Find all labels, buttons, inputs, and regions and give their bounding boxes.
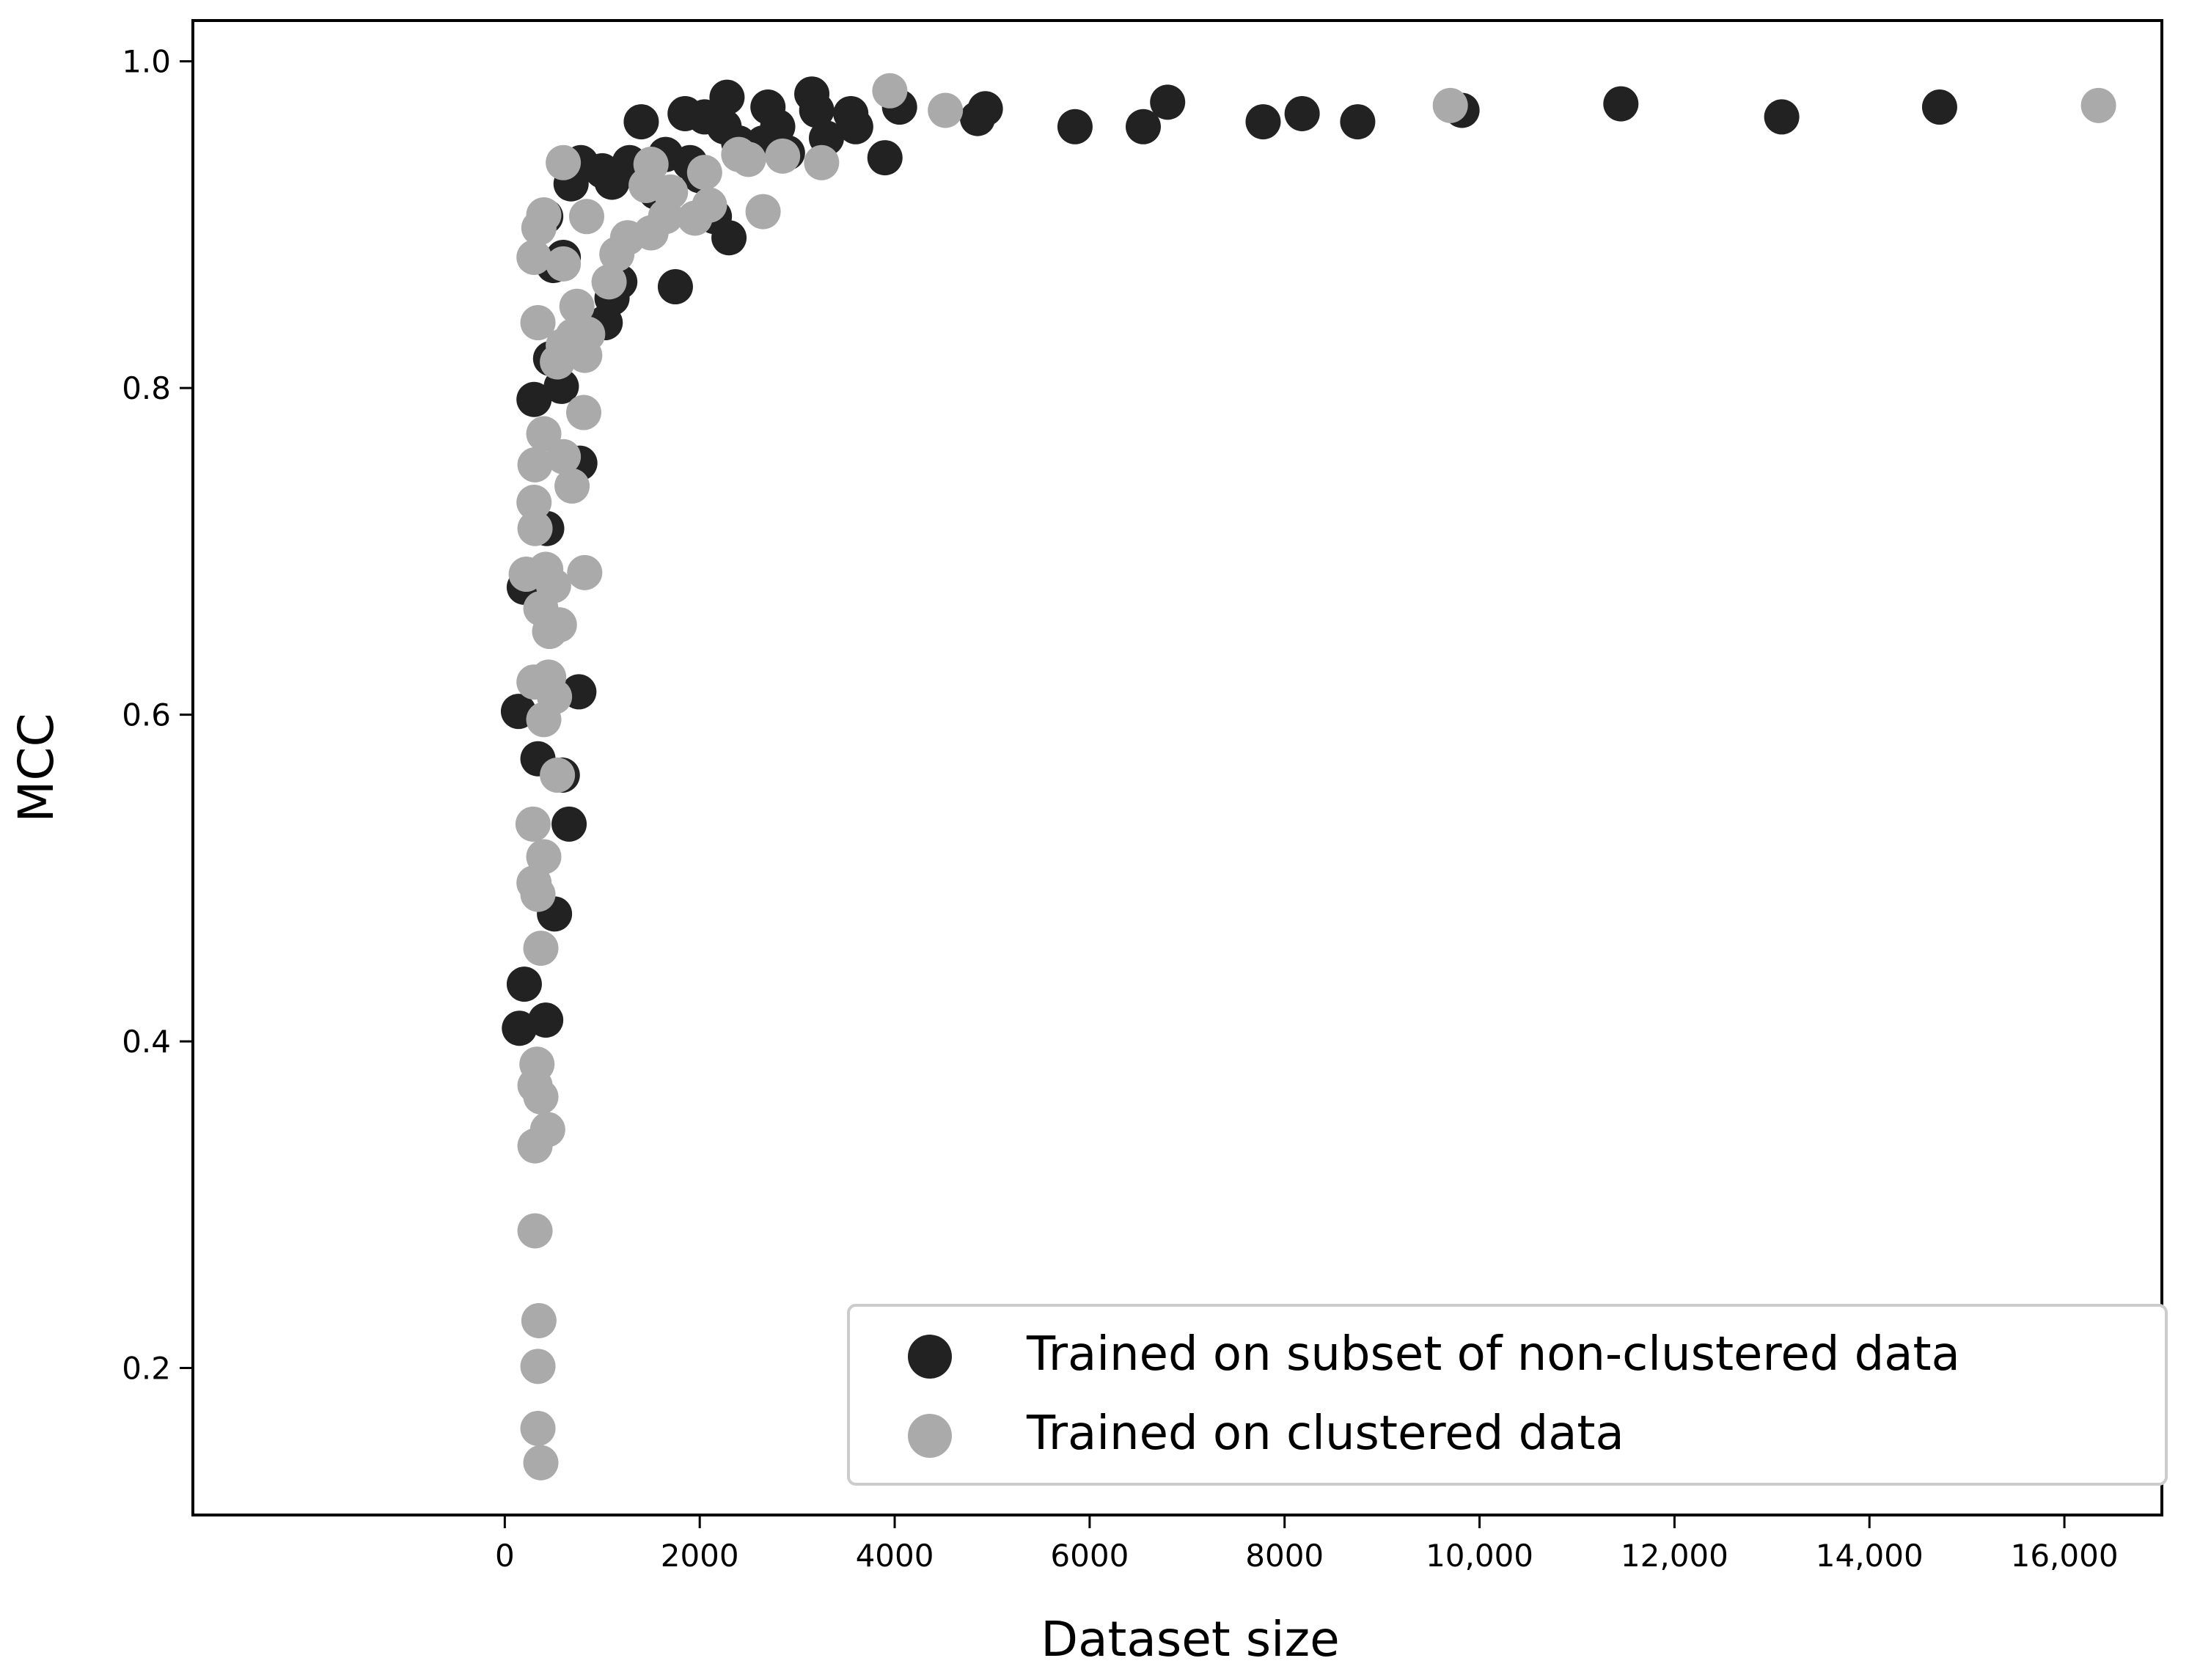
data-point: [1245, 104, 1281, 140]
data-point: [1125, 109, 1161, 144]
legend-marker-clustered: [908, 1414, 952, 1458]
data-point: [559, 288, 595, 324]
legend: Trained on subset of non-clustered data …: [847, 1304, 2168, 1486]
data-point: [520, 1349, 556, 1384]
legend-label-non-clustered: Trained on subset of non-clustered data: [1026, 1327, 1960, 1382]
data-point: [551, 806, 587, 842]
data-point: [546, 439, 582, 474]
y-axis-label: MCC: [8, 713, 65, 822]
y-tick-label: 0.6: [122, 697, 171, 733]
data-point: [623, 104, 659, 140]
data-point: [799, 92, 835, 128]
x-axis-label: Dataset size: [1041, 1611, 1339, 1668]
data-point: [528, 551, 564, 587]
data-point: [506, 966, 542, 1002]
x-tick-label: 10,000: [1426, 1538, 1533, 1574]
data-point: [1057, 109, 1093, 144]
data-point: [804, 144, 840, 180]
data-point: [519, 1046, 555, 1082]
data-point: [554, 468, 590, 504]
data-point: [1921, 89, 1957, 125]
data-point: [711, 220, 747, 256]
data-point: [520, 305, 556, 341]
data-point: [765, 138, 801, 174]
data-point: [633, 147, 669, 183]
data-point: [516, 664, 552, 700]
data-point: [567, 554, 603, 590]
data-point: [1150, 84, 1186, 120]
data-point: [528, 1002, 564, 1038]
data-point: [837, 109, 873, 144]
data-point: [928, 92, 964, 128]
data-point: [591, 264, 627, 300]
data-point: [523, 1445, 559, 1481]
data-point: [1432, 87, 1468, 123]
y-axis-ticks: 0.2 0.4 0.6 0.8 1.0: [122, 44, 193, 1387]
series-1: [508, 73, 2116, 1481]
data-point: [517, 447, 553, 483]
x-tick-label: 6000: [1050, 1538, 1129, 1574]
x-tick-label: 0: [495, 1538, 515, 1574]
plot-frame: [191, 19, 2163, 1516]
data-point: [745, 194, 781, 230]
data-point: [517, 510, 553, 546]
y-tick-label: 0.2: [122, 1351, 171, 1387]
data-point: [2080, 87, 2116, 123]
data-point: [1603, 86, 1639, 122]
data-points: [500, 73, 2116, 1481]
data-point: [521, 1302, 557, 1338]
x-tick-label: 16,000: [2011, 1538, 2119, 1574]
data-point: [526, 416, 562, 452]
x-tick-label: 8000: [1245, 1538, 1324, 1574]
y-tick-label: 0.8: [122, 370, 171, 406]
data-point: [523, 931, 559, 966]
legend-marker-non-clustered: [908, 1335, 952, 1379]
data-point: [546, 246, 582, 282]
data-point: [516, 485, 552, 521]
data-point: [529, 1112, 565, 1148]
data-point: [686, 155, 722, 191]
data-point: [692, 187, 727, 223]
data-point: [967, 91, 1003, 127]
data-point: [1764, 99, 1800, 135]
y-tick-label: 1.0: [122, 44, 171, 80]
data-point: [569, 199, 604, 235]
x-tick-label: 2000: [661, 1538, 739, 1574]
data-point: [570, 316, 606, 352]
data-point: [516, 239, 552, 275]
legend-label-clustered: Trained on clustered data: [1026, 1406, 1624, 1461]
series-0: [500, 76, 1957, 1046]
data-point: [657, 269, 693, 305]
y-tick-label: 0.4: [122, 1024, 171, 1060]
data-point: [520, 1410, 556, 1446]
data-point: [566, 395, 602, 430]
data-point: [709, 79, 745, 115]
data-point: [872, 73, 908, 109]
data-point: [515, 806, 551, 842]
data-point: [867, 140, 903, 176]
data-point: [1284, 95, 1320, 131]
x-axis-ticks: 0 2000 4000 6000 8000 10,000 12,000 14,000 16,00…: [495, 1515, 2119, 1574]
x-tick-label: 14,000: [1816, 1538, 1924, 1574]
data-point: [540, 758, 576, 793]
data-point: [526, 197, 562, 233]
x-tick-label: 4000: [856, 1538, 934, 1574]
data-point: [1340, 104, 1376, 140]
data-point: [516, 381, 552, 417]
data-point: [517, 1213, 553, 1249]
legend-box: [847, 1304, 2168, 1486]
data-point: [730, 142, 766, 177]
data-point: [546, 144, 582, 180]
data-point: [526, 839, 562, 875]
x-tick-label: 12,000: [1621, 1538, 1728, 1574]
